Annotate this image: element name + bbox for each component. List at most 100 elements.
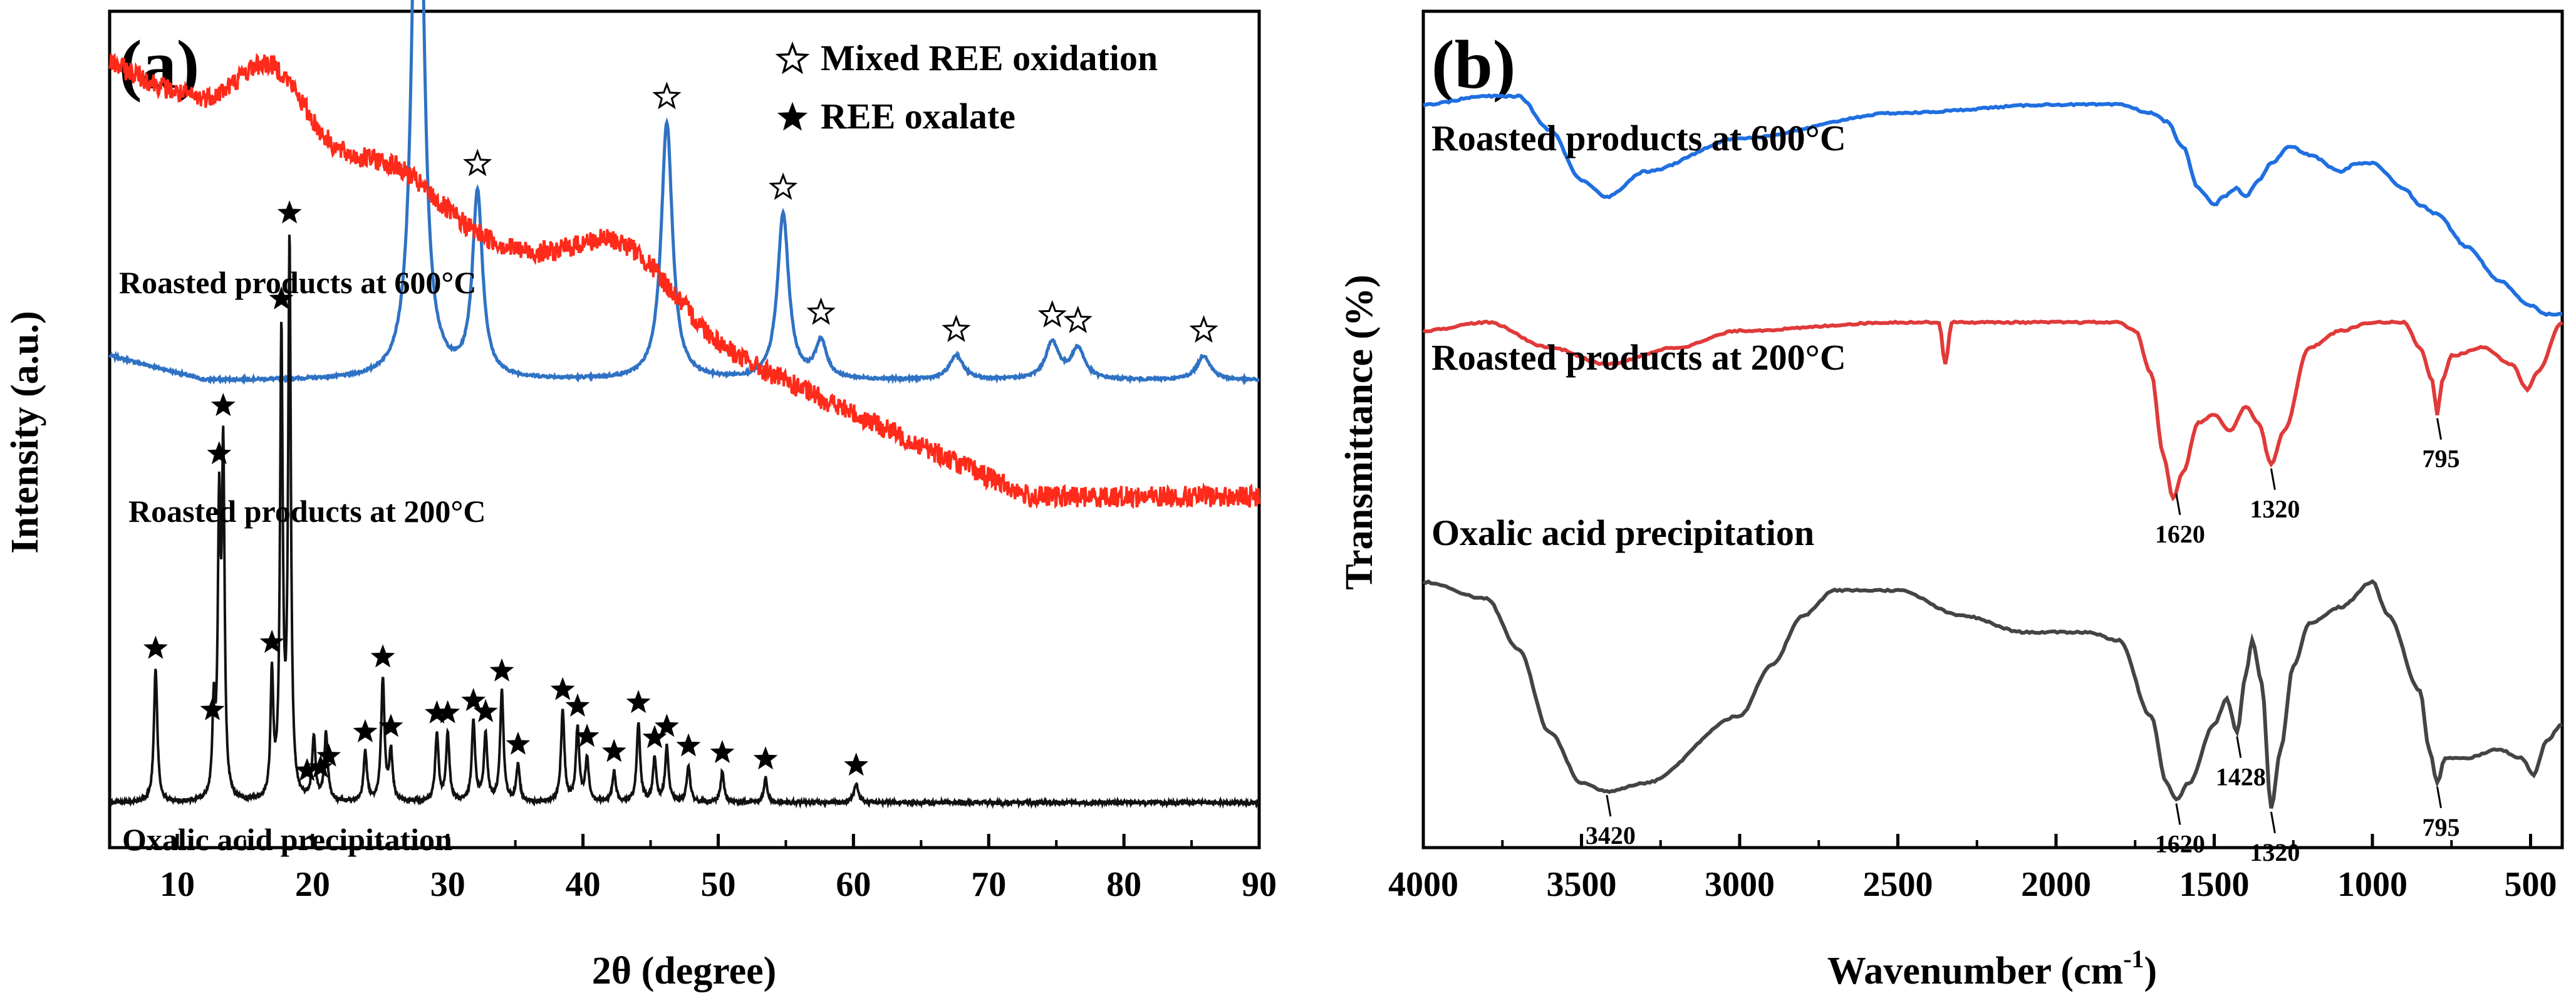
marker-filled-star-22	[601, 739, 626, 762]
legend-a: Mixed REE oxidation REE oxalate	[775, 38, 1158, 137]
marker-filled-star-20	[565, 693, 590, 717]
annotation-label-7: 795	[2423, 813, 2460, 841]
legend-label-ree-oxalate: REE oxalate	[821, 96, 1015, 137]
line-a-200	[108, 53, 1260, 509]
panel-b: (b) 1620 1320 795 3420 1620 1428 1320 795 4000 3…	[1338, 9, 2564, 992]
series-group-b	[1422, 93, 2563, 809]
x-axis-label-b: Wavenumber (cm-1)	[1827, 945, 2157, 992]
marker-open-star-7	[1063, 305, 1093, 333]
marker-filled-star-26	[676, 733, 701, 757]
x-ticks-b: 4000 3500 3000 2500 2000 1500 1000 500	[1388, 834, 2557, 904]
annotation-leader-2	[2436, 418, 2443, 440]
x-tick-label-a-7: 80	[1106, 865, 1141, 904]
x-ticks-a: 10 20 30 40 50 60 70 80 90	[160, 834, 1277, 904]
series-label-a-600: Roasted products at 600°C	[119, 265, 476, 300]
line-b-0	[1423, 93, 2563, 317]
marker-filled-star-6	[277, 200, 302, 224]
legend-star-open-shape	[775, 41, 810, 75]
marker-filled-star-12	[378, 714, 403, 737]
x-tick-label-b-1: 3500	[1547, 865, 1617, 904]
y-axis-label-b: Transmittance (%)	[1338, 274, 1381, 590]
x-axis-label-b-close: )	[2144, 950, 2158, 992]
marker-open-star-4	[806, 297, 836, 325]
x-tick-label-b-5: 1500	[2179, 865, 2250, 904]
marker-open-star-1	[463, 148, 492, 177]
series-label-b-oxalic: Oxalic acid precipitation	[1431, 512, 1814, 553]
annotation-leader-0	[2175, 493, 2181, 516]
y-axis-label-a: Intensity (a.u.)	[4, 311, 46, 554]
x-tick-label-b-4: 2000	[2021, 865, 2091, 904]
annotation-group-b: 1620 1320 795 3420 1620 1428 1320 795	[1586, 418, 2460, 866]
x-tick-label-a-5: 60	[836, 865, 871, 904]
marker-filled-star-18	[506, 731, 531, 755]
series-group-a	[108, 0, 1260, 809]
marker-filled-star-11	[370, 644, 395, 668]
annotation-leader-4	[2175, 803, 2181, 825]
annotation-label-4: 1620	[2155, 830, 2205, 858]
marker-filled-star-5	[269, 286, 294, 309]
marker-filled-star-17	[489, 658, 514, 682]
annotation-leader-5	[2236, 736, 2242, 758]
annotation-label-2: 795	[2423, 445, 2460, 473]
legend-star-open-icon	[775, 41, 810, 75]
x-tick-label-a-3: 40	[566, 865, 601, 904]
marker-filled-star-2	[207, 441, 232, 465]
marker-filled-star-10	[353, 719, 378, 742]
marker-filled-star-9	[316, 743, 341, 767]
x-tick-label-b-0: 4000	[1388, 865, 1458, 904]
x-axis-label-b-main: Wavenumber (cm	[1827, 950, 2123, 992]
panel-a: (a) 10 20 30 40 50 60 70 80 90 2θ (degree) Inten…	[4, 0, 1277, 992]
marker-open-star-8	[1189, 314, 1218, 343]
marker-filled-star-25	[655, 714, 679, 737]
annotation-leader-6	[2270, 811, 2276, 834]
marker-open-star-5	[942, 314, 971, 342]
marker-filled-star-3	[210, 393, 236, 417]
x-tick-label-a-6: 70	[971, 865, 1006, 904]
x-tick-label-a-8: 90	[1242, 865, 1277, 904]
annotation-leader-3	[1606, 794, 1612, 817]
marker-open-star-6	[1037, 299, 1067, 328]
line-a-oxalic	[108, 234, 1260, 809]
marker-filled-star-14	[435, 700, 460, 724]
x-tick-label-b-2: 3000	[1705, 865, 1775, 904]
marker-open-star-3	[769, 172, 798, 200]
annotation-label-3: 3420	[1586, 821, 1636, 850]
panel-label-b: (b)	[1431, 26, 1515, 103]
marker-filled-star-8	[308, 754, 333, 778]
x-tick-label-a-0: 10	[160, 865, 195, 904]
line-a-600	[108, 0, 1260, 386]
x-tick-label-b-3: 2500	[1863, 865, 1933, 904]
x-tick-label-b-7: 500	[2505, 865, 2557, 904]
series-label-a-200: Roasted products at 200°C	[128, 494, 486, 529]
legend-label-mixed-ree: Mixed REE oxidation	[821, 38, 1158, 78]
plot-frame-b	[1421, 9, 2564, 850]
x-axis-label-b-sup: -1	[2123, 945, 2144, 973]
legend-star-filled-icon	[777, 101, 808, 131]
annotation-label-5: 1428	[2216, 763, 2266, 791]
marker-filled-star-16	[473, 699, 498, 722]
x-axis-label-a: 2θ (degree)	[592, 950, 777, 992]
marker-filled-star-15	[461, 688, 486, 712]
plot-frame-a	[108, 9, 1261, 850]
x-tick-label-a-4: 50	[700, 865, 735, 904]
marker-group-a	[143, 81, 1218, 781]
marker-filled-star-19	[550, 677, 575, 700]
line-b-2	[1422, 579, 2563, 809]
marker-open-star-2	[652, 81, 682, 110]
x-tick-label-a-1: 20	[295, 865, 330, 904]
marker-filled-star-29	[844, 752, 869, 776]
annotation-leader-7	[2436, 786, 2443, 809]
marker-filled-star-21	[574, 724, 600, 747]
series-label-a-oxalic: Oxalic acid precipitation	[122, 822, 452, 857]
annotation-label-6: 1320	[2250, 838, 2300, 866]
annotation-leader-1	[2270, 468, 2276, 491]
series-label-b-600: Roasted products at 600°C	[1431, 118, 1846, 159]
line-b-1	[1422, 319, 2563, 502]
marker-filled-star-1	[200, 697, 225, 720]
marker-filled-star-23	[626, 690, 651, 714]
annotation-label-0: 1620	[2155, 520, 2205, 548]
annotation-label-1: 1320	[2250, 495, 2300, 523]
marker-filled-star-4	[259, 630, 284, 653]
marker-filled-star-27	[710, 740, 735, 764]
